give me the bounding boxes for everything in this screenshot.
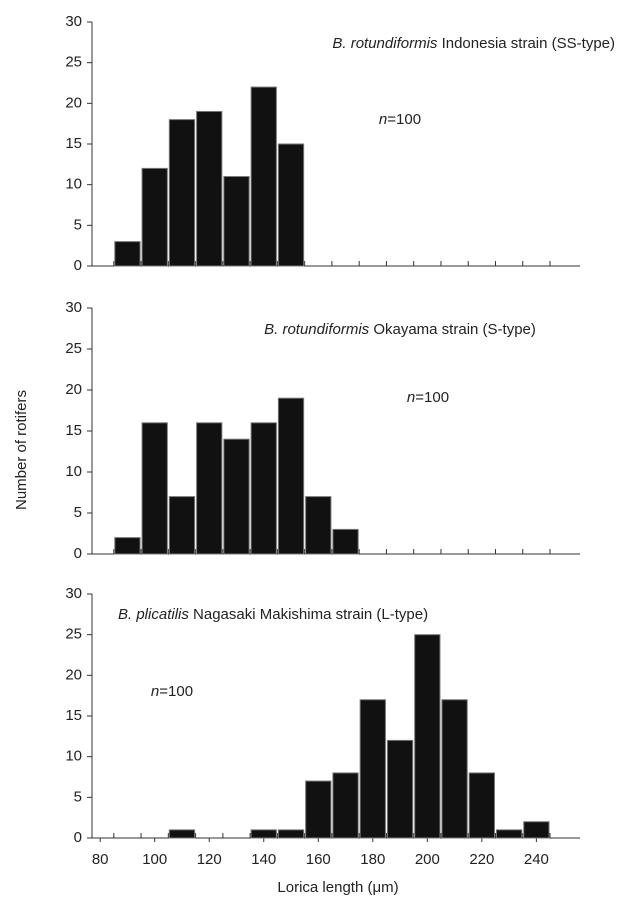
strain-name: Nagasaki Makishima strain (L-type) — [193, 606, 428, 623]
y-tick-label: 15 — [65, 135, 82, 152]
x-tick-label: 200 — [415, 851, 440, 868]
y-tick-label: 5 — [74, 788, 82, 805]
n-symbol: n — [151, 683, 159, 700]
panel-title: B. plicatilis Nagasaki Makishima strain … — [118, 606, 428, 623]
panel-title: B. rotundiformis Okayama strain (S-type) — [264, 321, 536, 338]
bar — [277, 829, 305, 839]
bar — [468, 772, 495, 839]
bar — [196, 422, 223, 555]
bar — [332, 772, 359, 839]
x-axis-label: Lorica length (μm) — [277, 879, 398, 896]
bar — [386, 739, 414, 839]
bar — [495, 829, 523, 839]
y-tick-label: 20 — [65, 666, 82, 683]
x-tick-label: 80 — [92, 851, 109, 868]
y-tick-label: 0 — [74, 257, 82, 274]
y-tick-label: 30 — [65, 13, 82, 30]
y-tick-label: 15 — [65, 422, 82, 439]
bar — [523, 821, 550, 839]
y-tick-label: 5 — [74, 216, 82, 233]
bar — [277, 143, 305, 267]
y-tick-label: 20 — [65, 381, 82, 398]
bar — [305, 780, 332, 839]
x-tick-label: 220 — [469, 851, 494, 868]
y-tick-label: 10 — [65, 748, 82, 765]
x-tick-label: 120 — [197, 851, 222, 868]
bar — [168, 119, 196, 267]
y-tick-label: 30 — [65, 299, 82, 316]
bar — [250, 86, 277, 267]
bar — [332, 528, 359, 555]
bar — [414, 634, 441, 839]
strain-name: Indonesia strain (SS-type) — [442, 35, 615, 52]
y-tick-label: 0 — [74, 545, 82, 562]
bar — [277, 397, 305, 555]
species-name: B. rotundiformis — [332, 35, 438, 52]
bar — [168, 496, 196, 555]
panel-title: B. rotundiformis Indonesia strain (SS-ty… — [332, 35, 615, 52]
bar — [359, 699, 386, 839]
x-tick-label: 140 — [251, 851, 276, 868]
n-value: =100 — [387, 111, 421, 128]
y-tick-label: 15 — [65, 707, 82, 724]
species-name: B. rotundiformis — [264, 321, 370, 338]
n-symbol: n — [379, 111, 387, 128]
x-tick-label: 100 — [142, 851, 167, 868]
y-tick-label: 20 — [65, 94, 82, 111]
x-tick-label: 180 — [360, 851, 385, 868]
strain-name: Okayama strain (S-type) — [373, 321, 536, 338]
x-tick-label: 160 — [306, 851, 331, 868]
sample-size: n=100 — [379, 111, 421, 128]
bar — [114, 241, 141, 267]
y-tick-label: 25 — [65, 340, 82, 357]
y-tick-label: 25 — [65, 626, 82, 643]
y-tick-label: 0 — [74, 829, 82, 846]
bar — [223, 438, 250, 555]
bar — [141, 167, 168, 267]
bar — [168, 829, 196, 839]
bar — [441, 699, 468, 839]
y-tick-label: 30 — [65, 585, 82, 602]
n-symbol: n — [407, 389, 415, 406]
bar — [305, 496, 332, 555]
bar — [141, 422, 168, 555]
bar — [223, 176, 250, 267]
bar — [196, 110, 223, 267]
n-value: =100 — [159, 683, 193, 700]
bar — [250, 422, 277, 555]
x-tick-label: 240 — [524, 851, 549, 868]
y-tick-label: 25 — [65, 54, 82, 71]
y-tick-label: 10 — [65, 176, 82, 193]
bar — [114, 537, 141, 555]
n-value: =100 — [415, 389, 449, 406]
sample-size: n=100 — [407, 389, 449, 406]
sample-size: n=100 — [151, 683, 193, 700]
species-name: B. plicatilis — [118, 606, 189, 623]
y-tick-label: 5 — [74, 504, 82, 521]
y-axis-label: Number of rotifers — [13, 390, 30, 510]
bar — [250, 829, 277, 839]
y-tick-label: 10 — [65, 463, 82, 480]
